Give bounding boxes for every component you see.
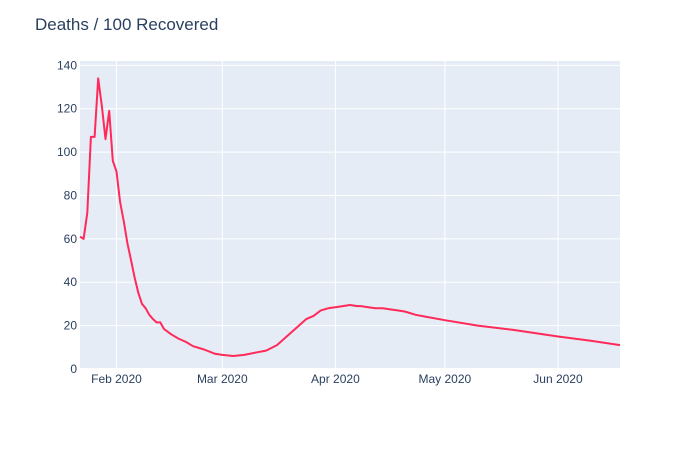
data-point[interactable]: [132, 275, 137, 280]
y-tick-label: 40: [64, 275, 78, 289]
data-point[interactable]: [183, 339, 188, 344]
data-point[interactable]: [202, 347, 207, 352]
data-point[interactable]: [121, 219, 126, 224]
x-tick-label: Apr 2020: [311, 372, 360, 386]
data-point[interactable]: [85, 210, 90, 215]
data-point[interactable]: [326, 306, 331, 311]
data-point[interactable]: [220, 352, 225, 357]
y-tick-label: 100: [57, 145, 77, 159]
data-point[interactable]: [103, 137, 108, 142]
data-point[interactable]: [242, 352, 247, 357]
data-point[interactable]: [380, 306, 385, 311]
y-tick-label: 140: [57, 58, 77, 72]
data-point[interactable]: [158, 320, 163, 325]
data-point[interactable]: [618, 343, 623, 348]
data-point[interactable]: [110, 158, 115, 163]
y-tick-label: 20: [64, 319, 78, 333]
data-point[interactable]: [366, 305, 371, 310]
data-point[interactable]: [140, 301, 145, 306]
series-line: [79, 77, 621, 357]
data-point[interactable]: [213, 351, 218, 356]
data-point[interactable]: [136, 291, 141, 296]
data-point[interactable]: [475, 323, 480, 328]
data-point[interactable]: [107, 108, 112, 113]
data-point[interactable]: [282, 336, 287, 341]
x-tick-label: Mar 2020: [197, 372, 248, 386]
data-point[interactable]: [333, 305, 338, 310]
data-point[interactable]: [143, 306, 148, 311]
data-point[interactable]: [125, 241, 130, 246]
data-point[interactable]: [373, 306, 378, 311]
data-point[interactable]: [402, 309, 407, 314]
data-point[interactable]: [161, 326, 166, 331]
y-tick-label: 60: [64, 232, 78, 246]
data-point[interactable]: [512, 327, 517, 332]
data-point[interactable]: [99, 104, 104, 109]
data-point[interactable]: [275, 343, 280, 348]
gridlines: [80, 61, 620, 370]
data-point[interactable]: [588, 338, 593, 343]
y-tick-label: 80: [64, 188, 78, 202]
x-tick-label: May 2020: [419, 372, 472, 386]
plot-area: [80, 61, 620, 369]
data-point[interactable]: [96, 76, 101, 81]
data-point[interactable]: [169, 332, 174, 337]
data-point[interactable]: [114, 169, 119, 174]
y-tick-label: 0: [70, 362, 77, 376]
data-point[interactable]: [311, 313, 316, 318]
data-point[interactable]: [147, 312, 152, 317]
x-tick-label: Feb 2020: [91, 372, 142, 386]
data-point[interactable]: [388, 307, 393, 312]
chart-title: Deaths / 100 Recovered: [35, 15, 218, 34]
x-tick-label: Jun 2020: [533, 372, 583, 386]
data-point[interactable]: [253, 350, 258, 355]
data-point[interactable]: [413, 312, 418, 317]
data-point[interactable]: [176, 336, 181, 341]
data-point[interactable]: [304, 317, 309, 322]
y-axis-ticks: 0 20 40 60 80 100 120 140: [57, 58, 77, 376]
data-point[interactable]: [555, 334, 560, 339]
data-point[interactable]: [289, 330, 294, 335]
data-point[interactable]: [395, 308, 400, 313]
data-point[interactable]: [118, 199, 123, 204]
data-point[interactable]: [348, 303, 353, 308]
data-point[interactable]: [191, 344, 196, 349]
data-point[interactable]: [129, 258, 134, 263]
data-point[interactable]: [296, 323, 301, 328]
data-point[interactable]: [264, 348, 269, 353]
x-axis-ticks: Feb 2020 Mar 2020 Apr 2020 May 2020 Jun 2020: [91, 372, 583, 386]
data-point[interactable]: [231, 353, 236, 358]
data-point[interactable]: [442, 318, 447, 323]
y-tick-label: 120: [57, 102, 77, 116]
data-point[interactable]: [358, 304, 363, 309]
data-point[interactable]: [81, 236, 86, 241]
series-layer: [79, 76, 623, 358]
data-point[interactable]: [92, 134, 97, 139]
data-point[interactable]: [318, 308, 323, 313]
data-point[interactable]: [424, 314, 429, 319]
data-point[interactable]: [340, 304, 345, 309]
